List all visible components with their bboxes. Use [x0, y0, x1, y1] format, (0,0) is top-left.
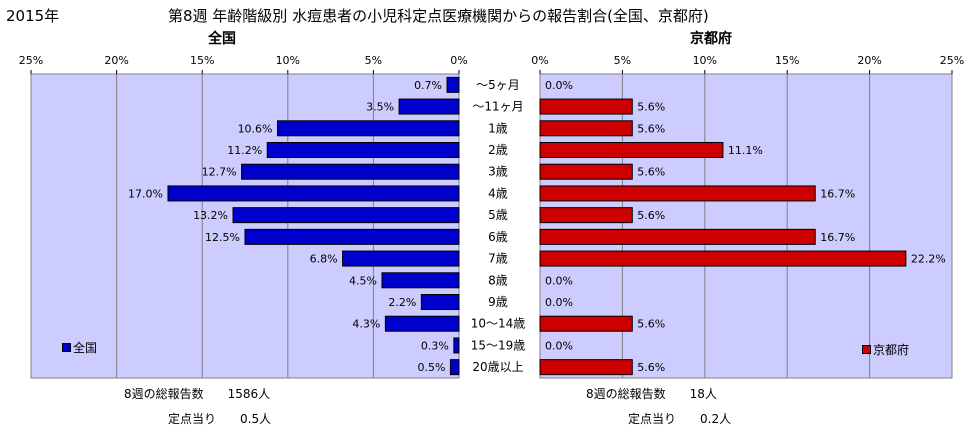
left-legend-label: 全国	[73, 341, 98, 355]
left-data-label: 17.0%	[128, 187, 163, 200]
left-total-reports: 8週の総報告数 1586人	[124, 387, 271, 401]
right-bar	[539, 120, 633, 137]
right-bar	[539, 207, 633, 224]
left-bar	[384, 315, 460, 332]
category-label: 4歳	[488, 186, 508, 200]
left-data-label: 11.2%	[227, 144, 262, 157]
right-data-label: 5.6%	[637, 318, 665, 331]
left-data-label: 12.7%	[202, 166, 237, 179]
left-bar	[449, 359, 460, 376]
right-bar	[539, 359, 633, 376]
right-data-label: 5.6%	[637, 361, 665, 374]
left-bar	[266, 142, 460, 158]
left-x-tick-label: 15%	[190, 54, 214, 67]
right-data-label: 11.1%	[728, 144, 763, 157]
left-bar	[277, 120, 460, 137]
left-plot-area	[30, 73, 460, 379]
right-bar	[539, 228, 816, 245]
left-x-tick-label: 25%	[19, 54, 43, 67]
right-x-tick-label: 25%	[940, 54, 964, 67]
category-label: 6歳	[488, 230, 508, 244]
right-x-tick-label: 20%	[857, 54, 881, 67]
left-data-label: 2.2%	[388, 296, 416, 309]
category-label: 8歳	[488, 273, 508, 287]
left-x-tick-label: 5%	[365, 54, 382, 67]
right-x-tick-label: 0%	[531, 54, 548, 67]
left-per-site: 定点当り 0.5人	[168, 412, 272, 426]
right-bar	[539, 315, 633, 332]
right-data-label: 5.6%	[637, 209, 665, 222]
right-data-label: 0.0%	[545, 339, 573, 352]
right-x-tick-label: 15%	[775, 54, 799, 67]
right-x-tick-label: 5%	[614, 54, 631, 67]
left-data-label: 10.6%	[238, 122, 273, 135]
right-x-tick-label: 10%	[693, 54, 717, 67]
right-per-site: 定点当り 0.2人	[628, 412, 732, 426]
right-chart-title: 京都府	[690, 31, 732, 47]
left-data-label: 4.5%	[349, 274, 377, 287]
left-x-tick-label: 0%	[450, 54, 467, 67]
chart-title: 第8週 年齢階級別 水痘患者の小児科定点医療機関からの報告割合(全国、京都府)	[168, 7, 709, 25]
left-bar	[241, 163, 460, 180]
category-label: 10～14歳	[471, 317, 526, 331]
left-data-label: 3.5%	[366, 101, 394, 114]
right-total-reports: 8週の総報告数 18人	[586, 387, 717, 401]
right-bar	[539, 163, 633, 180]
right-bar	[539, 98, 633, 115]
left-data-label: 13.2%	[193, 209, 228, 222]
left-data-label: 0.7%	[414, 79, 442, 92]
right-legend-swatch	[862, 345, 871, 354]
right-data-label: 0.0%	[545, 296, 573, 309]
left-bar	[167, 185, 460, 202]
left-bar	[453, 337, 460, 354]
right-bar	[539, 142, 724, 158]
left-data-label: 4.3%	[352, 318, 380, 331]
left-bar	[446, 76, 460, 93]
left-data-label: 0.5%	[417, 361, 445, 374]
right-legend: 京都府	[862, 341, 909, 358]
category-label: 20歳以上	[472, 360, 523, 374]
right-data-label: 22.2%	[911, 253, 946, 266]
right-data-label: 5.6%	[637, 122, 665, 135]
left-chart-title: 全国	[208, 31, 236, 47]
left-bar	[342, 250, 460, 267]
category-label: ～11ヶ月	[472, 100, 523, 114]
category-label: 2歳	[488, 143, 508, 157]
left-x-tick-label: 20%	[104, 54, 128, 67]
right-plot-area	[539, 73, 953, 379]
right-data-label: 5.6%	[637, 166, 665, 179]
right-data-label: 0.0%	[545, 274, 573, 287]
category-label: 3歳	[488, 165, 508, 179]
category-label: 9歳	[488, 295, 508, 309]
right-legend-label: 京都府	[873, 343, 910, 357]
left-legend-swatch	[62, 343, 71, 352]
category-label: 1歳	[488, 121, 508, 135]
left-bar	[381, 272, 460, 289]
right-bar	[539, 250, 907, 267]
left-bar	[244, 228, 460, 245]
left-bar	[232, 207, 460, 224]
category-label: 7歳	[488, 252, 508, 266]
category-label: 5歳	[488, 208, 508, 222]
right-data-label: 16.7%	[820, 231, 855, 244]
category-label: 15～19歳	[471, 338, 526, 352]
category-label: ～5ヶ月	[476, 78, 520, 92]
left-data-label: 6.8%	[310, 253, 338, 266]
right-data-label: 5.6%	[637, 101, 665, 114]
year-label: 2015年	[6, 7, 60, 25]
right-bar	[539, 185, 816, 202]
right-data-label: 16.7%	[820, 187, 855, 200]
left-legend: 全国	[62, 339, 97, 356]
left-data-label: 12.5%	[205, 231, 240, 244]
right-data-label: 0.0%	[545, 79, 573, 92]
left-x-tick-label: 10%	[276, 54, 300, 67]
left-bar	[398, 98, 460, 115]
left-bar	[420, 294, 460, 310]
left-data-label: 0.3%	[421, 339, 449, 352]
